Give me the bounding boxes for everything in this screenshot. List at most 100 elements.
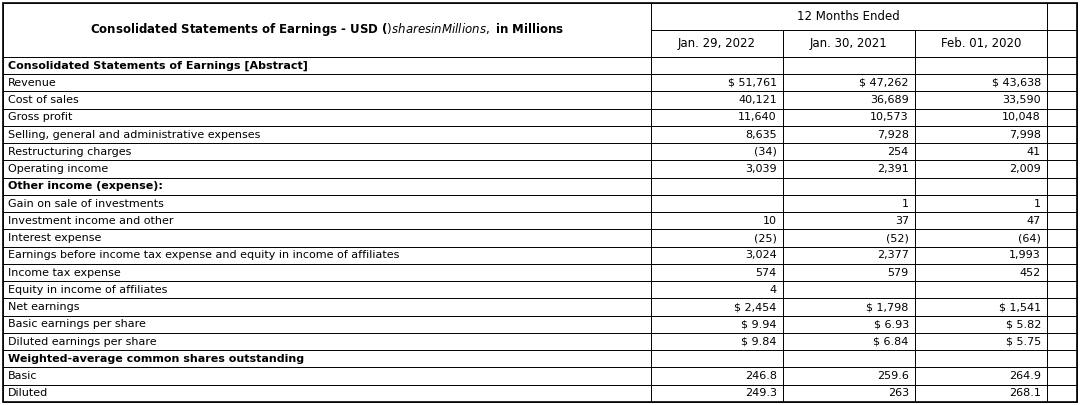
Bar	[783, 264, 915, 281]
Text: Interest expense: Interest expense	[8, 233, 102, 243]
Text: Selling, general and administrative expenses: Selling, general and administrative expe…	[8, 130, 260, 139]
Text: 263: 263	[888, 388, 909, 399]
Bar	[1047, 143, 1077, 160]
Text: Diluted: Diluted	[8, 388, 49, 399]
Text: 579: 579	[888, 268, 909, 277]
Bar	[783, 195, 915, 212]
Bar	[3, 264, 650, 281]
Text: 8,635: 8,635	[745, 130, 777, 139]
Bar	[783, 281, 915, 298]
Bar	[915, 281, 1047, 298]
Bar	[1047, 316, 1077, 333]
Bar	[1047, 92, 1077, 109]
Bar	[783, 247, 915, 264]
Bar	[650, 247, 783, 264]
Bar	[650, 350, 783, 367]
Bar	[650, 74, 783, 92]
Text: 249.3: 249.3	[745, 388, 777, 399]
Bar	[1047, 74, 1077, 92]
Text: Feb. 01, 2020: Feb. 01, 2020	[941, 37, 1021, 50]
Bar	[783, 178, 915, 195]
Bar	[3, 367, 650, 385]
Bar	[3, 57, 650, 74]
Text: 2,009: 2,009	[1009, 164, 1041, 174]
Bar	[1047, 350, 1077, 367]
Bar	[3, 333, 650, 350]
Bar	[650, 212, 783, 230]
Bar	[650, 160, 783, 178]
Bar	[915, 160, 1047, 178]
Text: Income tax expense: Income tax expense	[8, 268, 121, 277]
Bar	[3, 126, 650, 143]
Text: 1: 1	[902, 198, 909, 209]
Bar	[3, 178, 650, 195]
Text: Equity in income of affiliates: Equity in income of affiliates	[8, 285, 167, 295]
Bar	[915, 247, 1047, 264]
Text: $ 47,262: $ 47,262	[860, 78, 909, 88]
Bar	[915, 74, 1047, 92]
Text: $ 6.93: $ 6.93	[874, 320, 909, 329]
Bar	[915, 229, 1047, 247]
Text: 12 Months Ended: 12 Months Ended	[797, 10, 900, 23]
Bar	[915, 264, 1047, 281]
Bar	[650, 385, 783, 402]
Bar	[783, 126, 915, 143]
Bar	[915, 178, 1047, 195]
Bar	[1047, 3, 1077, 30]
Bar	[650, 298, 783, 316]
Bar	[783, 109, 915, 126]
Text: 4: 4	[770, 285, 777, 295]
Text: 7,998: 7,998	[1009, 130, 1041, 139]
Text: 33,590: 33,590	[1002, 95, 1041, 105]
Text: Net earnings: Net earnings	[8, 302, 80, 312]
Text: 41: 41	[1027, 147, 1041, 157]
Text: Consolidated Statements of Earnings [Abstract]: Consolidated Statements of Earnings [Abs…	[8, 60, 308, 70]
Text: 3,039: 3,039	[745, 164, 777, 174]
Bar	[783, 333, 915, 350]
Text: 452: 452	[1020, 268, 1041, 277]
Text: $ 2,454: $ 2,454	[734, 302, 777, 312]
Bar	[915, 316, 1047, 333]
Bar	[1047, 160, 1077, 178]
Bar	[783, 212, 915, 230]
Bar	[650, 281, 783, 298]
Bar	[1047, 212, 1077, 230]
Bar	[650, 57, 783, 74]
Bar	[783, 92, 915, 109]
Bar	[3, 74, 650, 92]
Bar	[3, 247, 650, 264]
Bar	[1047, 178, 1077, 195]
Bar	[915, 385, 1047, 402]
Bar	[1047, 30, 1077, 57]
Text: 10,048: 10,048	[1002, 112, 1041, 122]
Bar	[783, 385, 915, 402]
Text: Other income (expense):: Other income (expense):	[8, 181, 163, 191]
Bar	[915, 143, 1047, 160]
Text: $ 1,798: $ 1,798	[866, 302, 909, 312]
Text: $ 9.94: $ 9.94	[741, 320, 777, 329]
Bar	[650, 109, 783, 126]
Bar	[1047, 333, 1077, 350]
Bar	[3, 298, 650, 316]
Bar	[915, 109, 1047, 126]
Bar	[1047, 195, 1077, 212]
Bar	[915, 92, 1047, 109]
Bar	[783, 143, 915, 160]
Text: $ 51,761: $ 51,761	[728, 78, 777, 88]
Bar	[783, 229, 915, 247]
Text: 3,024: 3,024	[745, 250, 777, 260]
Text: 268.1: 268.1	[1009, 388, 1041, 399]
Text: 7,928: 7,928	[877, 130, 909, 139]
Bar	[1047, 57, 1077, 74]
Bar	[650, 126, 783, 143]
Text: $ 5.75: $ 5.75	[1005, 337, 1041, 347]
Bar	[3, 195, 650, 212]
Bar	[1047, 367, 1077, 385]
Bar	[1047, 298, 1077, 316]
Bar	[3, 109, 650, 126]
Text: Investment income and other: Investment income and other	[8, 216, 174, 226]
Text: $ 5.82: $ 5.82	[1005, 320, 1041, 329]
Bar	[650, 143, 783, 160]
Text: 10: 10	[762, 216, 777, 226]
Text: Basic: Basic	[8, 371, 38, 381]
